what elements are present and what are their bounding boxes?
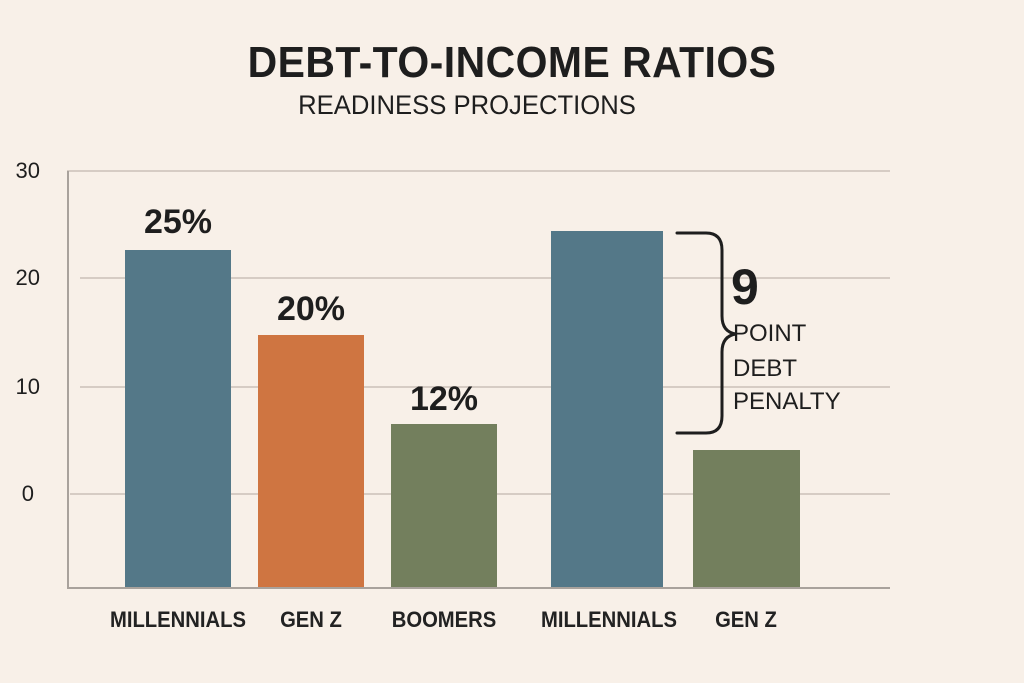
x-label-genz-1: GEN Z xyxy=(280,607,342,632)
curly-brace-icon xyxy=(675,231,737,435)
bar-millennials-1 xyxy=(125,250,231,588)
y-axis-line xyxy=(67,171,69,589)
bar-boomers xyxy=(391,424,497,588)
x-axis-line xyxy=(67,587,890,589)
y-tick-10: 10 xyxy=(15,374,40,399)
bar-genz-1 xyxy=(258,335,364,588)
x-label-millennials-1: MILLENNIALS xyxy=(109,607,247,632)
annotation-line-1: POINT xyxy=(733,320,807,347)
annotation-line-2: DEBT xyxy=(733,355,798,382)
gridline-20 xyxy=(80,277,890,279)
annotation-number: 9 xyxy=(731,259,759,315)
bar-millennials-2 xyxy=(551,231,663,588)
y-tick-30: 30 xyxy=(15,158,40,183)
gridline-10 xyxy=(80,386,890,388)
value-label-genz: 20% xyxy=(276,290,346,328)
gridline-30 xyxy=(67,170,890,172)
annotation-line-3: PENALTY xyxy=(733,388,841,415)
y-tick-20: 20 xyxy=(15,265,40,290)
x-label-millennials-2: MILLENNIALS xyxy=(540,607,678,632)
x-label-boomers: BOOMERS xyxy=(391,607,497,632)
chart-subtitle: READINESS PROJECTIONS xyxy=(298,90,636,120)
value-label-millennials: 25% xyxy=(143,203,213,241)
y-tick-0: 0 xyxy=(21,481,34,506)
value-label-boomers: 12% xyxy=(409,380,479,418)
bar-genz-2 xyxy=(693,450,800,588)
chart-title: DEBT-TO-INCOME RATIOS xyxy=(247,38,777,87)
x-label-genz-2: GEN Z xyxy=(715,607,777,632)
